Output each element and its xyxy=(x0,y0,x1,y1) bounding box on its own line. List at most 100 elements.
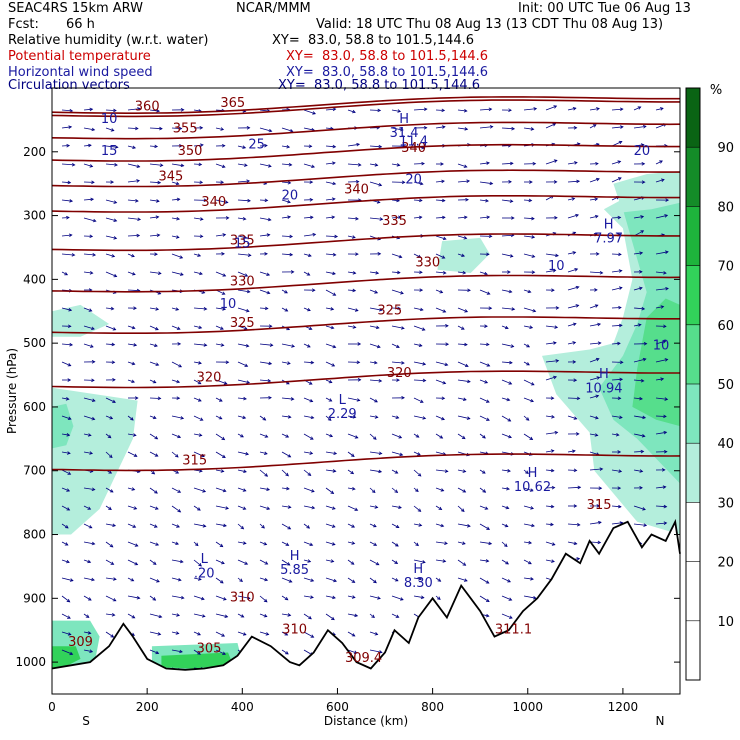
header-valid: Valid: 18 UTC Thu 08 Aug 13 (13 CDT Thu … xyxy=(316,17,664,32)
vector-arrow xyxy=(215,271,226,277)
vector-arrow xyxy=(105,343,115,346)
vector-arrow-head xyxy=(509,199,514,203)
vector-arrow-head xyxy=(312,111,316,115)
vector-arrow xyxy=(149,433,158,440)
vector-arrow xyxy=(479,181,493,185)
header-model: SEAC4RS 15km ARW xyxy=(8,1,144,16)
vector-arrow xyxy=(281,613,291,616)
vector-arrow xyxy=(105,145,118,148)
vector-arrow-head xyxy=(89,270,94,275)
vector-arrow xyxy=(61,595,70,603)
vector-arrow xyxy=(83,198,94,201)
vector-arrow xyxy=(193,217,203,220)
vector-arrow xyxy=(325,559,334,562)
vector-arrow xyxy=(281,577,292,583)
vector-arrow-head xyxy=(66,215,70,220)
colorbar-label: 30 xyxy=(717,496,734,511)
vector-arrow-head xyxy=(285,542,290,546)
header-org: NCAR/MMM xyxy=(236,1,311,16)
vector-arrow-head xyxy=(267,217,272,222)
vector-arrow-head xyxy=(617,215,622,220)
vector-arrow xyxy=(611,126,624,129)
vector-arrow xyxy=(83,595,92,601)
vector-arrow xyxy=(149,234,160,237)
vector-arrow xyxy=(193,343,207,346)
vector-arrow-head xyxy=(154,252,158,256)
vector-arrow-head xyxy=(374,163,379,167)
vector-arrow xyxy=(105,199,117,204)
vector-arrow-head xyxy=(199,271,203,276)
vector-arrow-head xyxy=(484,271,488,276)
vector-arrow xyxy=(303,216,313,219)
vector-arrow xyxy=(523,325,533,329)
vector-arrow-head xyxy=(374,415,379,419)
vector-arrow xyxy=(281,595,289,601)
vector-arrow-head xyxy=(110,180,115,184)
vector-arrow-head xyxy=(552,123,557,127)
vector-arrow xyxy=(105,595,116,602)
vector-arrow xyxy=(281,307,288,312)
vector-arrow-head xyxy=(331,197,336,201)
vector-arrow xyxy=(303,361,314,364)
vector-arrow-head xyxy=(68,125,73,129)
vector-arrow xyxy=(127,505,137,510)
vector-arrow xyxy=(435,361,448,366)
vector-arrow xyxy=(435,505,442,510)
vector-arrow-head xyxy=(108,506,112,510)
vector-arrow xyxy=(281,487,290,490)
vector-arrow xyxy=(413,469,422,477)
vector-arrow-head xyxy=(286,562,291,566)
vector-arrow xyxy=(523,397,534,402)
vector-arrow-head xyxy=(263,598,268,603)
vector-arrow-head xyxy=(552,268,557,273)
vector-arrow-head xyxy=(482,435,486,439)
vector-arrow xyxy=(435,595,441,600)
vector-arrow-head xyxy=(176,524,180,528)
vector-arrow-head xyxy=(220,326,224,330)
vector-arrow-head xyxy=(419,307,424,312)
vector-arrow-head xyxy=(530,577,534,581)
colorbar-bin xyxy=(686,265,700,325)
vector-arrow xyxy=(325,127,334,130)
vector-arrow-head xyxy=(511,216,515,220)
vector-arrow-head xyxy=(377,108,382,113)
vector-arrow xyxy=(193,541,199,546)
vector-arrow-head xyxy=(311,164,316,168)
vector-arrow xyxy=(171,613,180,616)
wind-speed-label: 20 xyxy=(634,144,651,159)
theta-contour-365 xyxy=(51,96,680,114)
vector-arrow xyxy=(457,361,469,367)
vector-arrow xyxy=(479,541,492,545)
vector-arrow-head xyxy=(308,326,313,330)
vector-arrow xyxy=(193,505,201,511)
vector-arrow xyxy=(479,126,493,129)
vector-arrow-head xyxy=(527,289,532,294)
vector-arrow xyxy=(347,433,358,439)
field-theta-name: Potential temperature xyxy=(8,49,151,64)
vector-arrow-head xyxy=(244,561,249,565)
vector-arrow xyxy=(83,559,91,563)
vector-arrow-head xyxy=(508,108,512,112)
vector-arrow xyxy=(413,433,420,438)
vector-arrow xyxy=(171,649,183,653)
field-rh-xy: XY= 83.0, 58.8 to 101.5,144.6 xyxy=(272,33,475,48)
vector-arrow-head xyxy=(550,449,555,453)
vector-arrow xyxy=(435,541,448,544)
vector-arrow-head xyxy=(373,436,377,440)
vector-arrow xyxy=(589,415,599,419)
vector-arrow-head xyxy=(157,271,162,275)
vector-arrow xyxy=(633,397,643,400)
vector-arrow-head xyxy=(550,522,554,527)
vector-arrow-head xyxy=(285,472,289,477)
vector-arrow xyxy=(479,216,490,219)
vector-arrow-head xyxy=(109,544,114,548)
vector-arrow-head xyxy=(422,378,427,383)
vector-arrow xyxy=(259,379,271,382)
vector-arrow xyxy=(391,109,401,112)
vector-arrow-head xyxy=(330,559,335,563)
vector-arrow-head xyxy=(89,107,94,112)
vector-arrow-head xyxy=(87,506,92,510)
vector-arrow-head xyxy=(356,142,361,147)
vector-arrow xyxy=(83,631,91,634)
vector-arrow-head xyxy=(113,218,118,222)
